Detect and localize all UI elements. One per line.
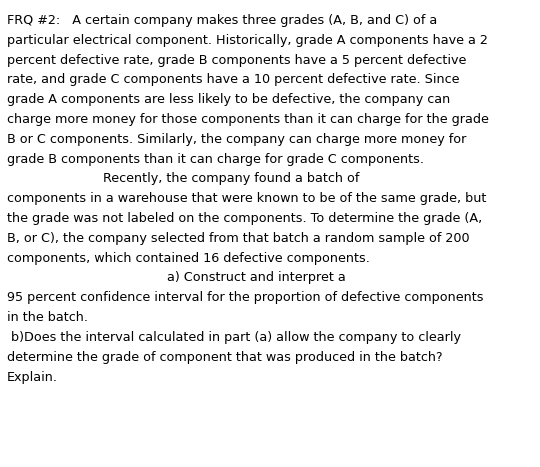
Text: Recently, the company found a batch of: Recently, the company found a batch of: [7, 172, 360, 185]
Text: Explain.: Explain.: [7, 370, 58, 383]
Text: grade A components are less likely to be defective, the company can: grade A components are less likely to be…: [7, 93, 450, 106]
Text: in the batch.: in the batch.: [7, 311, 88, 324]
Text: 95 percent confidence interval for the proportion of defective components: 95 percent confidence interval for the p…: [7, 291, 483, 304]
Text: rate, and grade C components have a 10 percent defective rate. Since: rate, and grade C components have a 10 p…: [7, 73, 460, 86]
Text: B, or C), the company selected from that batch a random sample of 200: B, or C), the company selected from that…: [7, 232, 470, 245]
Text: components in a warehouse that were known to be of the same grade, but: components in a warehouse that were know…: [7, 192, 487, 205]
Text: b)Does the interval calculated in part (a) allow the company to clearly: b)Does the interval calculated in part (…: [7, 331, 461, 344]
Text: percent defective rate, grade B components have a 5 percent defective: percent defective rate, grade B componen…: [7, 54, 467, 67]
Text: FRQ #2:   A certain company makes three grades (A, B, and C) of a: FRQ #2: A certain company makes three gr…: [7, 14, 437, 27]
Text: grade B components than it can charge for grade C components.: grade B components than it can charge fo…: [7, 153, 424, 166]
Text: the grade was not labeled on the components. To determine the grade (A,: the grade was not labeled on the compone…: [7, 212, 482, 225]
Text: B or C components. Similarly, the company can charge more money for: B or C components. Similarly, the compan…: [7, 133, 467, 146]
Text: a) Construct and interpret a: a) Construct and interpret a: [7, 271, 346, 284]
Text: determine the grade of component that was produced in the batch?: determine the grade of component that wa…: [7, 351, 443, 364]
Text: particular electrical component. Historically, grade A components have a 2: particular electrical component. Histori…: [7, 34, 488, 47]
Text: charge more money for those components than it can charge for the grade: charge more money for those components t…: [7, 113, 489, 126]
Text: components, which contained 16 defective components.: components, which contained 16 defective…: [7, 252, 370, 265]
